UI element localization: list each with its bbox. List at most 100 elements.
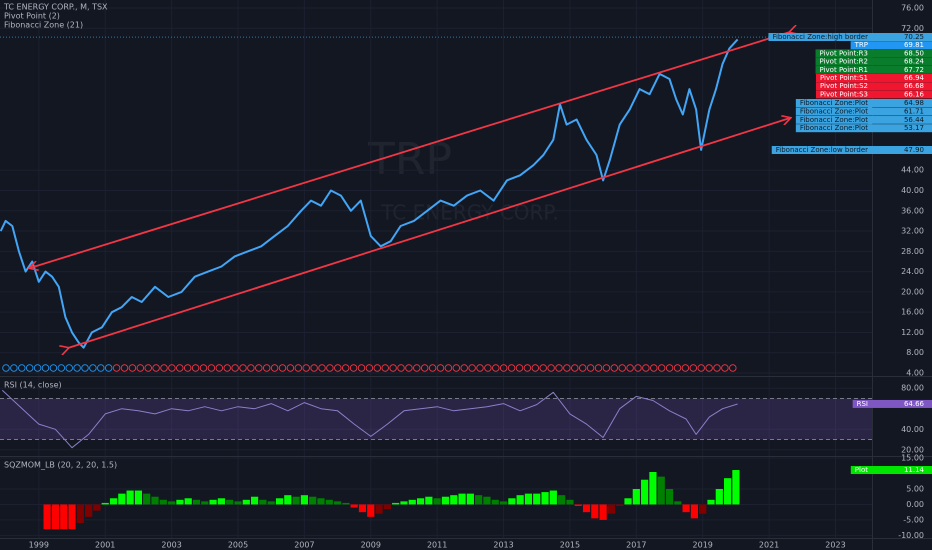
histogram-bar bbox=[483, 496, 491, 505]
x-tick-label: 1999 bbox=[29, 541, 49, 550]
histogram-bar bbox=[549, 490, 557, 505]
event-icon bbox=[128, 364, 137, 372]
price-label: Pivot Point:R2 68.24 bbox=[815, 57, 932, 66]
price-label-name: Pivot Point:S1 bbox=[820, 74, 868, 82]
price-label-box bbox=[795, 107, 872, 116]
x-tick-label: 2017 bbox=[626, 541, 646, 550]
event-icon bbox=[571, 364, 579, 372]
price-label: Fibonacci Zone:high border 70.25 bbox=[768, 33, 932, 41]
price-label-name: Pivot Point:R3 bbox=[820, 49, 868, 57]
event-icon bbox=[357, 364, 366, 372]
price-label: Fibonacci Zone:Plot 53.17 bbox=[795, 124, 932, 133]
event-icon bbox=[207, 364, 216, 372]
event-icon bbox=[81, 364, 89, 372]
price-label-name: Plot bbox=[855, 466, 868, 474]
event-icon bbox=[381, 364, 389, 372]
event-icon bbox=[634, 364, 642, 372]
axis-labels: 76.00 72.00 44.00 40.00 36.00 32.00 28.00 24.00… bbox=[29, 4, 932, 550]
price-label-box bbox=[795, 124, 872, 133]
event-icon bbox=[618, 364, 626, 372]
event-icon bbox=[405, 364, 413, 372]
histogram-bar bbox=[433, 498, 441, 505]
histogram-bar bbox=[76, 504, 84, 523]
price-label-value-box bbox=[872, 115, 932, 124]
event-icon bbox=[428, 364, 437, 372]
event-icon bbox=[507, 364, 516, 372]
histogram-bar bbox=[690, 504, 699, 519]
price-label-value: 56.44 bbox=[904, 116, 925, 124]
histogram-bar bbox=[715, 489, 723, 505]
x-tick-label: 2003 bbox=[161, 541, 181, 550]
histogram-bar bbox=[566, 499, 574, 505]
event-icon bbox=[697, 364, 705, 372]
histogram-bar bbox=[591, 504, 599, 519]
histogram-bar bbox=[599, 504, 607, 520]
histogram-bar bbox=[574, 504, 582, 506]
histogram-bar bbox=[134, 490, 143, 505]
histogram-bar bbox=[43, 504, 51, 530]
histogram-bar bbox=[275, 498, 284, 505]
histogram-bar bbox=[724, 478, 732, 505]
event-icon bbox=[152, 364, 160, 372]
histogram-bar bbox=[350, 504, 358, 508]
event-icon bbox=[310, 364, 318, 372]
price-label-name: TRP bbox=[854, 41, 868, 49]
histogram-bar bbox=[217, 498, 226, 505]
histogram-bar bbox=[151, 496, 159, 505]
x-tick-label: 2009 bbox=[361, 541, 381, 550]
histogram-bar bbox=[118, 493, 126, 505]
chart-title: TC ENERGY CORP., M, TSX bbox=[3, 3, 108, 12]
event-icon bbox=[176, 364, 184, 372]
price-label: Fibonacci Zone:Plot 61.71 bbox=[795, 107, 932, 116]
price-label-value: 68.50 bbox=[904, 49, 924, 57]
price-label-value: 53.17 bbox=[904, 124, 924, 132]
histogram-bar bbox=[441, 496, 450, 505]
event-icon bbox=[231, 364, 239, 372]
y-tick-label: 24.00 bbox=[901, 267, 924, 276]
x-tick-label: 2011 bbox=[427, 541, 447, 550]
event-icon bbox=[89, 364, 97, 372]
price-label-box bbox=[815, 82, 872, 91]
price-label-value: 67.72 bbox=[904, 66, 924, 74]
histogram-bar bbox=[607, 504, 616, 514]
event-icon bbox=[484, 364, 492, 372]
x-tick-label: 2001 bbox=[95, 541, 115, 550]
price-label-value-box bbox=[872, 399, 932, 408]
price-label-value-box bbox=[872, 90, 932, 99]
histogram-bar bbox=[624, 498, 632, 505]
event-icon bbox=[144, 364, 152, 372]
histogram-bar bbox=[383, 504, 391, 510]
histogram-bar bbox=[342, 502, 350, 505]
histogram-bar bbox=[209, 499, 217, 505]
event-icon bbox=[555, 364, 563, 372]
price-line bbox=[1, 389, 738, 449]
price-label-name: Fibonacci Zone:Plot bbox=[800, 107, 868, 115]
histogram-bar bbox=[242, 499, 250, 505]
price-label-name: Fibonacci Zone:Plot bbox=[800, 124, 868, 132]
histogram-bar bbox=[657, 476, 665, 505]
histogram-bar bbox=[126, 490, 134, 505]
event-icon bbox=[57, 364, 66, 372]
channel-lower bbox=[68, 118, 790, 348]
price-label: Pivot Point:R1 67.72 bbox=[815, 65, 932, 74]
event-icon bbox=[326, 364, 334, 372]
event-icon bbox=[270, 364, 279, 372]
price-label-value-box bbox=[872, 124, 932, 133]
price-label-name: Pivot Point:R1 bbox=[820, 66, 868, 74]
histogram-bar bbox=[524, 493, 533, 505]
histogram-bar bbox=[699, 504, 707, 514]
y-tick-label: 0.00 bbox=[906, 500, 924, 509]
event-icon bbox=[25, 364, 34, 372]
price-label: Pivot Point:S1 66.94 bbox=[815, 74, 932, 82]
histogram-bar bbox=[682, 504, 690, 513]
price-label-value-box bbox=[872, 466, 932, 475]
x-tick-label: 2023 bbox=[825, 541, 845, 550]
histogram-bar bbox=[184, 498, 192, 505]
event-icon bbox=[168, 364, 176, 372]
y-tick-label: 5.00 bbox=[906, 485, 924, 494]
price-label-value-box bbox=[872, 49, 932, 58]
y-tick-label: -5.00 bbox=[903, 515, 924, 524]
event-icon bbox=[349, 364, 358, 372]
event-icon bbox=[657, 364, 666, 372]
price-label-value: 64.66 bbox=[904, 400, 925, 408]
